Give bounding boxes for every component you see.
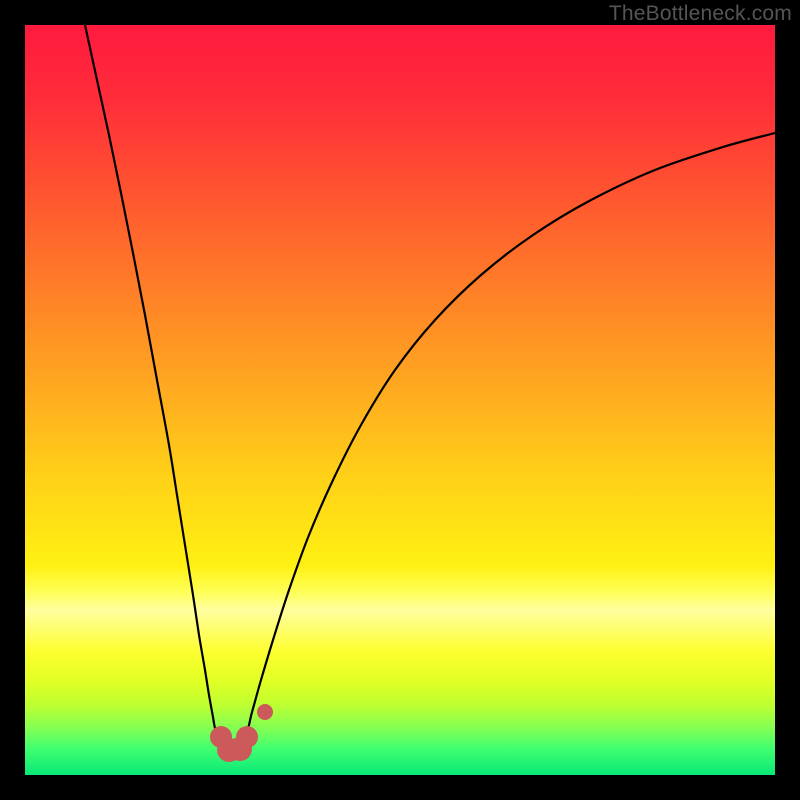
plot-svg	[0, 0, 800, 800]
marker-dot-4	[257, 704, 273, 720]
curve-left	[85, 25, 213, 717]
chart-frame: TheBottleneck.com	[0, 0, 800, 800]
marker-dot-3	[236, 726, 258, 748]
curve-right	[254, 133, 775, 705]
